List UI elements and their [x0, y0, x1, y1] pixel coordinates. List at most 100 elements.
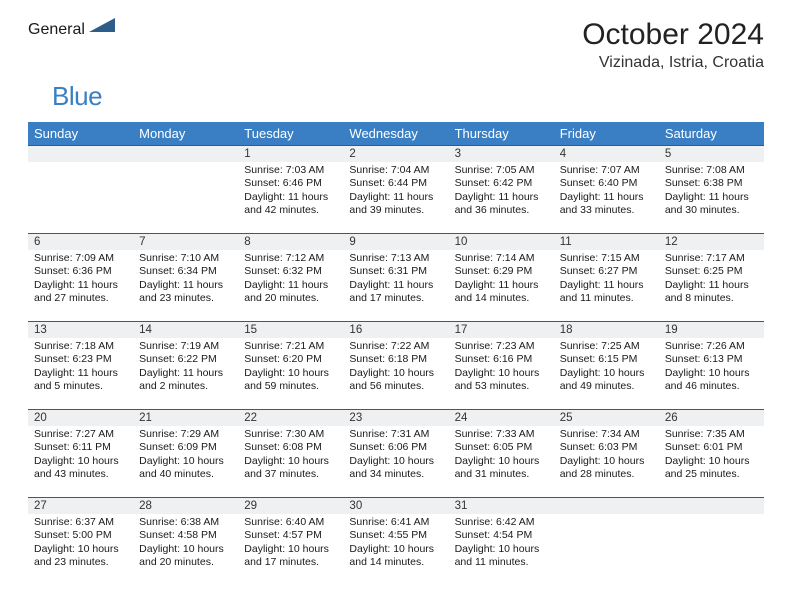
weekday-header: Sunday: [28, 122, 133, 145]
calendar-day-cell: 28Sunrise: 6:38 AMSunset: 4:58 PMDayligh…: [133, 497, 238, 585]
calendar-day-cell: 19Sunrise: 7:26 AMSunset: 6:13 PMDayligh…: [659, 321, 764, 409]
calendar-day-cell: 30Sunrise: 6:41 AMSunset: 4:55 PMDayligh…: [343, 497, 448, 585]
calendar-day-cell: 13Sunrise: 7:18 AMSunset: 6:23 PMDayligh…: [28, 321, 133, 409]
day-number: 16: [343, 321, 448, 338]
calendar-week-row: 13Sunrise: 7:18 AMSunset: 6:23 PMDayligh…: [28, 321, 764, 409]
day-details: Sunrise: 7:07 AMSunset: 6:40 PMDaylight:…: [554, 162, 659, 222]
logo-word-general: General: [28, 21, 85, 39]
day-details: Sunrise: 7:29 AMSunset: 6:09 PMDaylight:…: [133, 426, 238, 486]
day-number: 13: [28, 321, 133, 338]
day-details: Sunrise: 7:03 AMSunset: 6:46 PMDaylight:…: [238, 162, 343, 222]
location: Vizinada, Istria, Croatia: [582, 54, 764, 72]
calendar-day-cell: 26Sunrise: 7:35 AMSunset: 6:01 PMDayligh…: [659, 409, 764, 497]
calendar-day-cell: 14Sunrise: 7:19 AMSunset: 6:22 PMDayligh…: [133, 321, 238, 409]
calendar-day-cell: 17Sunrise: 7:23 AMSunset: 6:16 PMDayligh…: [449, 321, 554, 409]
day-number: 3: [449, 145, 554, 162]
day-number: 1: [238, 145, 343, 162]
day-number: 31: [449, 497, 554, 514]
calendar-day-cell: 12Sunrise: 7:17 AMSunset: 6:25 PMDayligh…: [659, 233, 764, 321]
weekday-header: Thursday: [449, 122, 554, 145]
day-details: Sunrise: 7:25 AMSunset: 6:15 PMDaylight:…: [554, 338, 659, 398]
logo: General: [28, 18, 115, 41]
day-number: 24: [449, 409, 554, 426]
calendar-table: SundayMondayTuesdayWednesdayThursdayFrid…: [28, 122, 764, 585]
day-number: 18: [554, 321, 659, 338]
day-number: 25: [554, 409, 659, 426]
calendar-empty-cell: [28, 145, 133, 233]
day-details: Sunrise: 7:19 AMSunset: 6:22 PMDaylight:…: [133, 338, 238, 398]
day-details: Sunrise: 7:09 AMSunset: 6:36 PMDaylight:…: [28, 250, 133, 310]
day-number: 15: [238, 321, 343, 338]
day-details: Sunrise: 6:42 AMSunset: 4:54 PMDaylight:…: [449, 514, 554, 574]
day-number: 22: [238, 409, 343, 426]
day-details: Sunrise: 7:35 AMSunset: 6:01 PMDaylight:…: [659, 426, 764, 486]
calendar-week-row: 6Sunrise: 7:09 AMSunset: 6:36 PMDaylight…: [28, 233, 764, 321]
weekday-header: Saturday: [659, 122, 764, 145]
day-number: 8: [238, 233, 343, 250]
calendar-day-cell: 31Sunrise: 6:42 AMSunset: 4:54 PMDayligh…: [449, 497, 554, 585]
day-details: Sunrise: 7:12 AMSunset: 6:32 PMDaylight:…: [238, 250, 343, 310]
logo-word-blue: Blue: [52, 81, 102, 111]
calendar-day-cell: 3Sunrise: 7:05 AMSunset: 6:42 PMDaylight…: [449, 145, 554, 233]
day-details: Sunrise: 7:17 AMSunset: 6:25 PMDaylight:…: [659, 250, 764, 310]
day-details: Sunrise: 7:30 AMSunset: 6:08 PMDaylight:…: [238, 426, 343, 486]
weekday-header-row: SundayMondayTuesdayWednesdayThursdayFrid…: [28, 122, 764, 145]
day-number: 7: [133, 233, 238, 250]
day-details: Sunrise: 7:34 AMSunset: 6:03 PMDaylight:…: [554, 426, 659, 486]
day-details: Sunrise: 6:40 AMSunset: 4:57 PMDaylight:…: [238, 514, 343, 574]
day-details: Sunrise: 7:33 AMSunset: 6:05 PMDaylight:…: [449, 426, 554, 486]
calendar-day-cell: 11Sunrise: 7:15 AMSunset: 6:27 PMDayligh…: [554, 233, 659, 321]
day-details: Sunrise: 7:10 AMSunset: 6:34 PMDaylight:…: [133, 250, 238, 310]
day-number: 30: [343, 497, 448, 514]
day-number: 11: [554, 233, 659, 250]
day-details: Sunrise: 7:04 AMSunset: 6:44 PMDaylight:…: [343, 162, 448, 222]
calendar-empty-cell: [554, 497, 659, 585]
day-details: Sunrise: 6:37 AMSunset: 5:00 PMDaylight:…: [28, 514, 133, 574]
day-number: 17: [449, 321, 554, 338]
day-number: 6: [28, 233, 133, 250]
weekday-header: Friday: [554, 122, 659, 145]
day-details: Sunrise: 7:05 AMSunset: 6:42 PMDaylight:…: [449, 162, 554, 222]
calendar-day-cell: 10Sunrise: 7:14 AMSunset: 6:29 PMDayligh…: [449, 233, 554, 321]
calendar-day-cell: 23Sunrise: 7:31 AMSunset: 6:06 PMDayligh…: [343, 409, 448, 497]
calendar-day-cell: 29Sunrise: 6:40 AMSunset: 4:57 PMDayligh…: [238, 497, 343, 585]
day-number: 4: [554, 145, 659, 162]
day-details: Sunrise: 7:23 AMSunset: 6:16 PMDaylight:…: [449, 338, 554, 398]
day-number: 10: [449, 233, 554, 250]
calendar-week-row: 20Sunrise: 7:27 AMSunset: 6:11 PMDayligh…: [28, 409, 764, 497]
day-details: Sunrise: 7:22 AMSunset: 6:18 PMDaylight:…: [343, 338, 448, 398]
day-details: Sunrise: 7:13 AMSunset: 6:31 PMDaylight:…: [343, 250, 448, 310]
calendar-day-cell: 6Sunrise: 7:09 AMSunset: 6:36 PMDaylight…: [28, 233, 133, 321]
calendar-day-cell: 22Sunrise: 7:30 AMSunset: 6:08 PMDayligh…: [238, 409, 343, 497]
day-number: 19: [659, 321, 764, 338]
day-details: Sunrise: 7:27 AMSunset: 6:11 PMDaylight:…: [28, 426, 133, 486]
day-number: 29: [238, 497, 343, 514]
weekday-header: Wednesday: [343, 122, 448, 145]
calendar-day-cell: 8Sunrise: 7:12 AMSunset: 6:32 PMDaylight…: [238, 233, 343, 321]
day-details: Sunrise: 7:26 AMSunset: 6:13 PMDaylight:…: [659, 338, 764, 398]
calendar-day-cell: 27Sunrise: 6:37 AMSunset: 5:00 PMDayligh…: [28, 497, 133, 585]
day-number: 2: [343, 145, 448, 162]
day-details: Sunrise: 7:08 AMSunset: 6:38 PMDaylight:…: [659, 162, 764, 222]
day-number: 5: [659, 145, 764, 162]
day-details: Sunrise: 7:15 AMSunset: 6:27 PMDaylight:…: [554, 250, 659, 310]
weekday-header: Tuesday: [238, 122, 343, 145]
calendar-day-cell: 1Sunrise: 7:03 AMSunset: 6:46 PMDaylight…: [238, 145, 343, 233]
day-details: Sunrise: 6:41 AMSunset: 4:55 PMDaylight:…: [343, 514, 448, 574]
calendar-empty-cell: [133, 145, 238, 233]
calendar-day-cell: 4Sunrise: 7:07 AMSunset: 6:40 PMDaylight…: [554, 145, 659, 233]
day-number: 14: [133, 321, 238, 338]
day-details: Sunrise: 7:14 AMSunset: 6:29 PMDaylight:…: [449, 250, 554, 310]
day-number: 23: [343, 409, 448, 426]
day-number: 28: [133, 497, 238, 514]
logo-triangle-icon: [89, 18, 115, 41]
month-title: October 2024: [582, 18, 764, 52]
day-number: 20: [28, 409, 133, 426]
calendar-day-cell: 9Sunrise: 7:13 AMSunset: 6:31 PMDaylight…: [343, 233, 448, 321]
calendar-day-cell: 25Sunrise: 7:34 AMSunset: 6:03 PMDayligh…: [554, 409, 659, 497]
day-number: 27: [28, 497, 133, 514]
day-number: 26: [659, 409, 764, 426]
calendar-day-cell: 7Sunrise: 7:10 AMSunset: 6:34 PMDaylight…: [133, 233, 238, 321]
calendar-week-row: 27Sunrise: 6:37 AMSunset: 5:00 PMDayligh…: [28, 497, 764, 585]
day-details: Sunrise: 7:21 AMSunset: 6:20 PMDaylight:…: [238, 338, 343, 398]
